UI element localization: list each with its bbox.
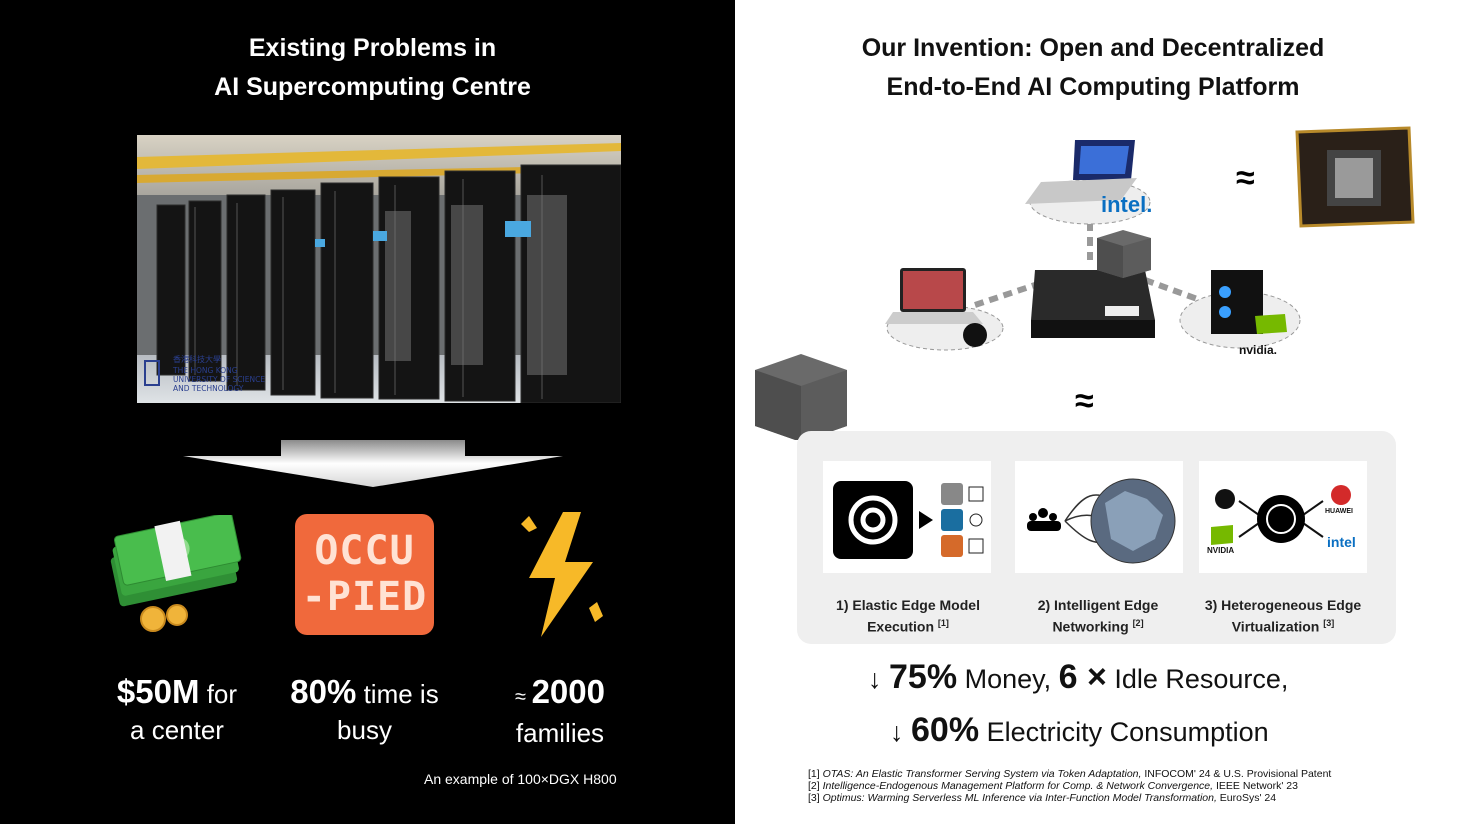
stat-cost: $50M for a center [116,673,238,746]
left-title-line1: Existing Problems in [248,34,497,62]
cube-icon-small [1097,230,1151,278]
hkust-logo: 香港科技大學 THE HONG KONG UNIVERSITY OF SCIEN… [144,354,265,393]
svg-text:nvidia.: nvidia. [1239,343,1277,357]
mini-pc-icon [1031,270,1155,338]
approx-symbol-mid: ≈ [1075,382,1094,420]
right-title-line1: Our Invention: Open and Decentralized [861,34,1325,62]
reference-2: [2] Intelligence-Endogenous Management P… [808,780,1298,792]
gpu-board-icon [1295,126,1415,228]
money-icon [110,515,242,632]
svg-text:intel: intel [1327,534,1356,550]
feature-caption-2: 2) Intelligent Edge Networking [2] [1037,597,1159,635]
network-diagram: intel. nvidia. [755,126,1415,440]
feature-caption-3: 3) Heterogeneous Edge Virtualization [3] [1204,597,1362,635]
server-room-photo: 香港科技大學 THE HONG KONG UNIVERSITY OF SCIEN… [137,135,621,403]
left-panel: Existing Problems in AI Supercomputing C… [0,0,735,824]
svg-text:香港科技大學: 香港科技大學 [173,354,221,364]
svg-text:UNIVERSITY OF SCIENCE: UNIVERSITY OF SCIENCE [173,375,265,384]
nvidia-pc-icon: nvidia. [1179,270,1301,357]
macbook-icon [885,268,1004,351]
heterogeneous-virtualization-icon: NVIDIA HUAWEI intel [1199,461,1367,573]
cube-icon-large [755,354,847,440]
svg-text:NVIDIA: NVIDIA [1207,546,1234,555]
lightning-icon [521,512,603,637]
elastic-model-icon [823,461,991,573]
occupied-text-line1: OCCU [314,528,415,574]
right-title-line2: End-to-End AI Computing Platform [886,73,1300,101]
svg-text:THE HONG KONG: THE HONG KONG [172,366,238,375]
svg-text:HUAWEI: HUAWEI [1325,508,1353,515]
approx-symbol-top: ≈ [1236,159,1255,197]
intel-laptop-icon: intel. [1025,140,1152,225]
right-title: Our Invention: Open and Decentralized En… [735,29,1451,107]
left-footnote: An example of 100×DGX H800 [424,771,617,787]
left-title: Existing Problems in AI Supercomputing C… [0,29,745,107]
stat-families: ≈ 2000 families [515,673,605,749]
references: [1] OTAS: An Elastic Transformer Serving… [808,768,1331,804]
feature-caption-1: 1) Elastic Edge Model Execution [1] [836,597,980,635]
reference-3: [3] Optimus: Warming Serverless ML Infer… [808,792,1277,804]
stat-busy: 80% time is busy [290,673,439,746]
occupied-text-line2: -PIED [301,574,428,620]
svg-text:AND TECHNOLOGY: AND TECHNOLOGY [173,384,244,393]
edge-networking-icon [1015,461,1183,573]
reference-1: [1] OTAS: An Elastic Transformer Serving… [808,768,1332,780]
left-title-line2: AI Supercomputing Centre [214,73,531,101]
result-line-1: ↓ 75% Money, 6 × Idle Resource, [868,658,1289,696]
occupied-badge: OCCU -PIED [295,514,434,635]
svg-text:intel.: intel. [1101,192,1152,217]
result-line-2: ↓ 60% Electricity Consumption [890,711,1269,749]
down-arrow-icon [183,440,563,487]
